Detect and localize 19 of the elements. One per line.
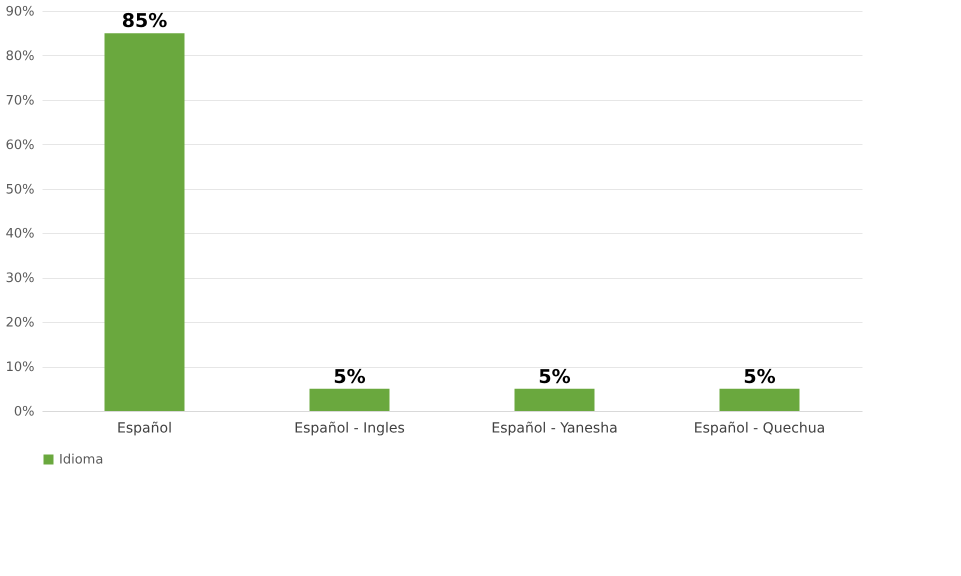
y-tick-label: 60%	[6, 138, 34, 153]
text: 5%	[743, 366, 776, 388]
legend-label: Idioma	[59, 452, 104, 468]
x-tick-label: Español - Quechua	[694, 420, 826, 436]
y-tick-label: 90%	[6, 4, 34, 20]
text: 5%	[333, 366, 366, 388]
x-tick-label: Español	[117, 420, 172, 436]
y-tick-label: 0%	[14, 404, 34, 420]
y-tick-label: 80%	[6, 48, 34, 64]
y-tick-label: 70%	[6, 93, 34, 108]
y-tick-label: 50%	[6, 182, 34, 198]
x-tick-label: Español - Yanesha	[491, 420, 618, 436]
x-tick-label: Español - Ingles	[294, 420, 405, 436]
y-tick-label: 40%	[6, 226, 34, 242]
y-tick-label: 20%	[6, 316, 34, 331]
text: 85%	[122, 10, 168, 32]
text: 5%	[538, 366, 571, 388]
y-tick-label: 30%	[6, 271, 34, 286]
y-tick-label: 10%	[6, 360, 34, 376]
